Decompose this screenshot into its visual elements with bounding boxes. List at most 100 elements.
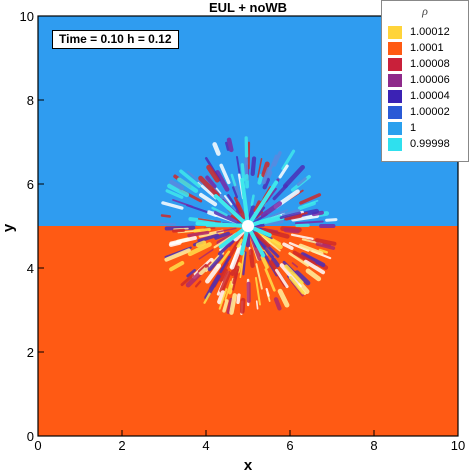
x-tick-label: 8 [370, 438, 377, 453]
disturbance-streak [248, 248, 255, 268]
legend-label: 1.00008 [410, 58, 450, 70]
disturbance-streak [168, 240, 182, 247]
disturbance-streak [207, 254, 224, 272]
disturbance-streak [197, 263, 207, 273]
legend-label: 1.00004 [410, 90, 450, 102]
color-legend: ρ 1.00012 1.0001 1.00008 1.00006 1.00004 1.00… [381, 0, 469, 162]
disturbance-streak [229, 244, 243, 270]
legend-label: 1.00006 [410, 74, 450, 86]
disturbance-streak [219, 163, 231, 185]
legend-title: ρ [422, 4, 428, 18]
disturbance-streak [284, 213, 303, 221]
disturbance-streak [219, 270, 232, 293]
disturbance-streak [279, 211, 301, 220]
disturbance-streak [318, 248, 328, 254]
disturbance-streak [227, 194, 241, 214]
legend-label: 1.00012 [410, 26, 450, 38]
disturbance-streak [261, 235, 281, 252]
disturbance-streak [288, 276, 305, 295]
disturbance-streak [205, 175, 217, 189]
disturbance-streak [187, 242, 212, 257]
legend-entry: 0.99998 [388, 137, 450, 151]
y-axis-label: y [0, 223, 17, 232]
disturbance-streak [205, 261, 212, 268]
disturbance-streak [253, 233, 274, 259]
disturbance-streak [272, 184, 288, 201]
disturbance-streak [275, 268, 289, 289]
x-axis-ticks: 0 2 4 6 8 10 [34, 430, 465, 453]
disturbance-streak [222, 299, 229, 313]
disturbance-streak [229, 293, 237, 315]
disturbance-streak [297, 201, 316, 211]
disturbance-streak [250, 156, 257, 176]
legend-entry: 1.00002 [388, 105, 450, 119]
disturbance-streak [281, 208, 300, 217]
disturbance-streak [291, 213, 320, 222]
disturbance-streak [282, 164, 305, 189]
disturbance-streak [194, 280, 202, 288]
center-star-arm [213, 194, 250, 228]
x-tick-label: 4 [202, 438, 209, 453]
legend-label: 1.00002 [410, 106, 450, 118]
disturbance-streak [161, 201, 184, 210]
legend-swatch [388, 137, 402, 151]
disturbance-streak [282, 242, 294, 250]
y-tick-label: 6 [27, 177, 34, 192]
disturbance-streak [224, 195, 233, 206]
legend-swatch [388, 25, 402, 39]
disturbance-streak [288, 252, 310, 267]
disturbance-streak [255, 300, 259, 310]
disturbance-streak [239, 251, 245, 279]
disturbance-streak [180, 273, 195, 287]
legend-swatch [388, 121, 402, 135]
disturbance-streak [197, 181, 218, 200]
disturbance-streak [186, 268, 196, 278]
disturbance-streak [160, 214, 171, 218]
disturbance-streak [262, 177, 270, 190]
disturbance-streak [294, 270, 311, 286]
disturbance-streak [236, 156, 241, 174]
disturbance-streak [294, 220, 324, 225]
y-axis-ticks: 0 2 4 6 8 10 [20, 9, 44, 444]
legend-entry: 1 [388, 121, 416, 135]
disturbance-streak [265, 288, 270, 297]
disturbance-streak [226, 297, 234, 315]
center-spot [242, 220, 254, 232]
disturbance-streak [218, 268, 228, 282]
disturbance-streak [205, 263, 222, 284]
disturbance-streak [240, 163, 246, 182]
disturbance-streak [236, 238, 243, 248]
x-tick-label: 10 [451, 438, 465, 453]
disturbance-streak [283, 227, 300, 234]
x-tick-label: 2 [118, 438, 125, 453]
disturbance-streak [198, 249, 214, 260]
legend-entry: 1.00004 [388, 89, 450, 103]
chart-title: EUL + noWB [208, 0, 288, 15]
disturbance-streak [314, 238, 337, 246]
disturbance-streak [271, 257, 280, 268]
disturbance-streak [172, 228, 186, 233]
disturbance-streak [300, 252, 326, 268]
disturbance-streak [273, 297, 282, 311]
legend-swatch [388, 57, 402, 71]
lower-fill [38, 226, 458, 436]
legend-label: 1.0001 [410, 42, 444, 54]
disturbance-streak [169, 260, 185, 272]
y-tick-label: 10 [20, 9, 34, 24]
disturbance-streak [172, 199, 194, 208]
legend-entry: 1.00008 [388, 57, 450, 71]
disturbance-streak [254, 276, 261, 306]
legend-swatch [388, 41, 402, 55]
disturbance-streak [173, 227, 189, 230]
disturbance-streak [225, 141, 230, 151]
disturbance-streak [187, 170, 203, 185]
disturbance-streak [164, 248, 191, 262]
y-tick-label: 8 [27, 93, 34, 108]
legend-swatch [388, 105, 402, 119]
disturbance-streak [217, 238, 236, 256]
disturbance-streak [277, 288, 290, 308]
disturbance-streak [260, 255, 269, 269]
disturbance-streak [211, 206, 228, 217]
disturbance-streak [236, 293, 241, 305]
disturbance-streak [261, 166, 271, 185]
